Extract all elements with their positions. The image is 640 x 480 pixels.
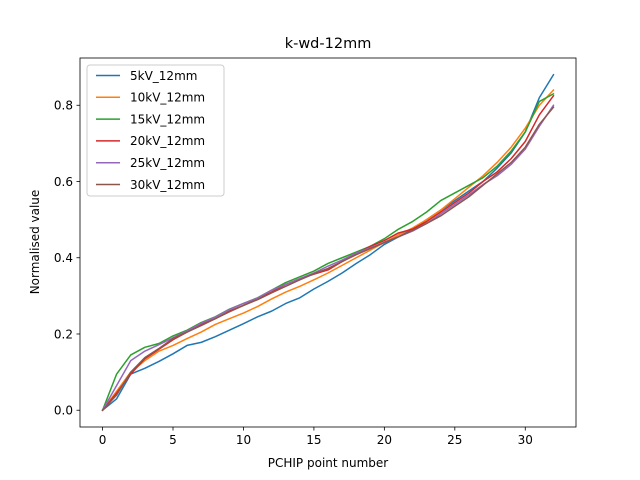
x-tick-label: 15 (306, 433, 321, 447)
series-line-4 (101, 104, 555, 412)
y-tick-label: 0.0 (54, 404, 73, 418)
y-tick-label: 0.2 (54, 327, 73, 341)
legend-box (86, 64, 225, 197)
y-tick-label: 0.6 (54, 175, 73, 189)
y-tick-label: 0.4 (54, 251, 73, 265)
x-tick-label: 25 (447, 433, 462, 447)
series-line-5 (101, 106, 555, 412)
x-axis-label: PCHIP point number (268, 456, 389, 470)
y-tick-label: 0.8 (54, 99, 73, 113)
legend-label-4: 25kV_12mm (130, 156, 205, 170)
legend-label-0: 5kV_12mm (130, 69, 197, 83)
chart-title: k-wd-12mm (285, 36, 372, 52)
legend-label-1: 10kV_12mm (130, 91, 205, 105)
x-tick-label: 10 (236, 433, 251, 447)
legend: 5kV_12mm 10kV_12mm 15kV_12mm 20kV_12mm 25kV_… (86, 64, 225, 197)
legend-label-5: 30kV_12mm (130, 178, 205, 192)
legend-label-2: 15kV_12mm (130, 112, 205, 126)
axes: 0 5 10 15 20 25 30 0.0 0.2 0.4 0.6 0.8 (54, 57, 577, 447)
series-line-2 (101, 92, 555, 412)
x-tick-label: 5 (169, 433, 177, 447)
x-tick-label: 0 (99, 433, 107, 447)
legend-label-3: 20kV_12mm (130, 134, 205, 148)
plot-area (101, 73, 555, 412)
y-axis-label: Normalised value (28, 190, 42, 295)
x-tick-label: 20 (377, 433, 392, 447)
axes-frame (79, 57, 577, 428)
x-tick-label: 30 (518, 433, 533, 447)
